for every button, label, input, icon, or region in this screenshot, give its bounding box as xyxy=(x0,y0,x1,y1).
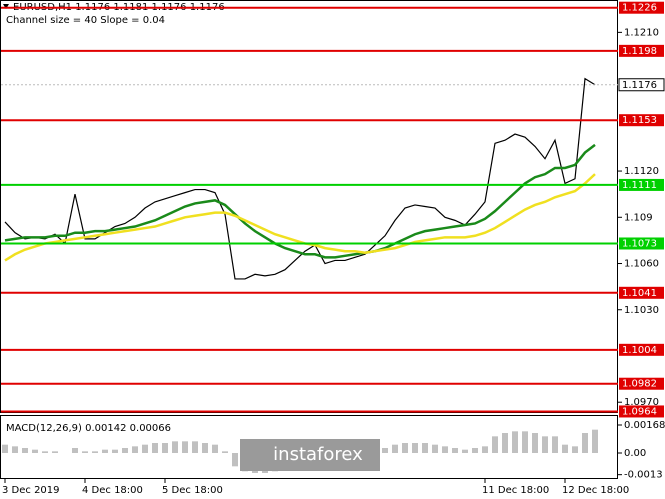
y-tick-label: 1.0970 xyxy=(624,397,659,408)
y-tick-label: 0.00 xyxy=(624,448,646,459)
y-tick-label: 0.00168 xyxy=(624,420,665,431)
macd-bar xyxy=(422,443,428,453)
macd-bar xyxy=(562,444,568,453)
macd-bar xyxy=(32,449,38,453)
macd-bar xyxy=(462,449,468,453)
macd-bar xyxy=(232,453,238,467)
last-price-box xyxy=(618,78,665,92)
macd-bar xyxy=(382,448,388,453)
y-tick-label: 1.1060 xyxy=(624,259,659,270)
level-label: 1.1226 xyxy=(622,3,657,14)
macd-bar xyxy=(522,431,528,453)
macd-bar xyxy=(492,436,498,453)
macd-bar xyxy=(222,451,228,453)
moving-average xyxy=(4,143,596,259)
x-tick-label: 4 Dec 18:00 xyxy=(82,485,143,496)
level-label: 1.1004 xyxy=(622,345,657,356)
macd-bar xyxy=(132,446,138,453)
macd-bar xyxy=(112,449,118,453)
level-label-box xyxy=(619,286,664,299)
macd-bar xyxy=(542,436,548,453)
moving-average xyxy=(4,173,596,262)
x-tick-label: 12 Dec 18:00 xyxy=(562,485,629,496)
main-panel xyxy=(0,0,618,413)
level-label-box xyxy=(619,405,664,418)
y-tick-label: 1.1120 xyxy=(624,166,659,177)
x-tick-label: 11 Dec 18:00 xyxy=(482,485,549,496)
macd-bar xyxy=(82,451,88,453)
level-label-box xyxy=(619,343,664,356)
level-label: 1.1198 xyxy=(622,46,657,57)
macd-bar xyxy=(532,433,538,453)
macd-bar xyxy=(172,441,178,453)
level-label: 1.0982 xyxy=(622,379,657,390)
macd-bar xyxy=(412,443,418,453)
macd-bar xyxy=(72,448,78,453)
level-label-box xyxy=(619,114,664,127)
y-tick-label: -0.0013 xyxy=(624,470,663,481)
y-tick-label: 1.1030 xyxy=(624,305,659,316)
y-tick-label: 1.109 xyxy=(624,212,653,223)
level-label: 1.1111 xyxy=(622,180,657,191)
x-tick-label: 3 Dec 2019 xyxy=(2,485,60,496)
macd-bar xyxy=(52,451,58,453)
level-label: 1.0964 xyxy=(622,406,657,417)
macd-bar xyxy=(102,449,108,453)
macd-bar xyxy=(202,443,208,453)
macd-bar xyxy=(502,433,508,453)
level-label-box xyxy=(619,377,664,390)
macd-bar xyxy=(122,448,128,453)
macd-bar xyxy=(162,443,168,453)
level-label: 1.1073 xyxy=(622,238,657,249)
watermark: instaforex xyxy=(240,439,380,471)
x-tick-label: 5 Dec 18:00 xyxy=(162,485,223,496)
macd-bar xyxy=(182,441,188,453)
macd-bar xyxy=(582,433,588,453)
level-label-box xyxy=(619,44,664,57)
macd-bar xyxy=(92,451,98,453)
macd-bar xyxy=(482,446,488,453)
macd-bar xyxy=(212,444,218,453)
watermark-box xyxy=(240,439,380,471)
macd-bar xyxy=(472,448,478,453)
chart-subtitle: Channel size = 40 Slope = 0.04 xyxy=(6,15,165,26)
macd-bar xyxy=(192,441,198,453)
last-price-label: 1.1176 xyxy=(622,80,657,91)
level-label-box xyxy=(619,237,664,250)
macd-bar xyxy=(452,448,458,453)
y-tick-label: 1.1210 xyxy=(624,27,659,38)
macd-bar xyxy=(22,448,28,453)
macd-bar xyxy=(572,446,578,453)
level-label-box xyxy=(619,1,664,14)
macd-bar xyxy=(42,451,48,453)
macd-bar xyxy=(432,444,438,453)
macd-bar xyxy=(142,444,148,453)
macd-bar xyxy=(402,443,408,453)
level-label: 1.1041 xyxy=(622,288,657,299)
macd-bar xyxy=(392,444,398,453)
level-label-box xyxy=(619,178,664,191)
macd-bar xyxy=(2,444,8,453)
menu-icon xyxy=(3,4,9,9)
macd-bar xyxy=(12,446,18,453)
watermark-text: instaforex xyxy=(273,444,363,465)
macd-bar xyxy=(592,429,598,453)
macd-bar xyxy=(442,446,448,453)
macd-bar xyxy=(552,436,558,453)
level-label: 1.1153 xyxy=(622,115,657,126)
macd-bar xyxy=(152,443,158,453)
macd-bar xyxy=(512,431,518,453)
macd-title: MACD(12,26,9) 0.00142 0.00066 xyxy=(6,423,171,434)
